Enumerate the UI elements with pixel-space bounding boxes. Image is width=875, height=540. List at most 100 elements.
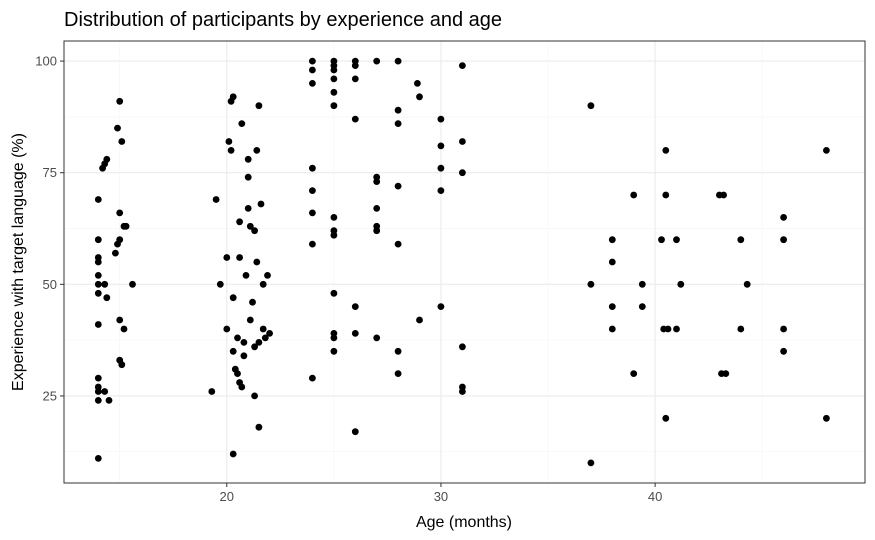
data-point <box>587 280 595 288</box>
data-point <box>351 62 359 69</box>
x-axis-title: Age (months) <box>416 514 512 531</box>
data-point <box>743 280 751 288</box>
data-point <box>658 236 665 244</box>
data-point <box>309 57 316 65</box>
data-point <box>116 236 124 244</box>
data-point <box>373 334 381 342</box>
data-point <box>373 227 381 235</box>
data-point <box>373 57 381 65</box>
data-point <box>253 147 261 154</box>
data-point <box>259 280 267 288</box>
data-point <box>105 397 113 404</box>
data-point <box>94 374 102 382</box>
data-point <box>662 147 670 154</box>
data-point <box>414 80 421 87</box>
data-point <box>257 200 265 208</box>
data-point <box>309 164 316 172</box>
data-point <box>244 205 252 212</box>
data-point <box>416 93 423 101</box>
data-point <box>101 280 109 288</box>
data-point <box>437 142 445 150</box>
data-point <box>261 334 269 342</box>
data-point <box>394 182 402 190</box>
data-point <box>240 352 248 360</box>
data-point <box>722 370 730 377</box>
data-point <box>229 294 237 302</box>
data-point <box>94 236 102 244</box>
data-point <box>309 66 316 74</box>
data-point <box>638 303 646 310</box>
data-point <box>129 280 136 288</box>
data-point <box>116 209 124 217</box>
data-point <box>780 347 787 355</box>
y-tick-label: 50 <box>43 277 57 292</box>
data-point <box>780 236 787 244</box>
data-point <box>330 75 338 83</box>
data-point <box>587 102 595 110</box>
data-point <box>587 459 595 467</box>
data-point <box>118 138 126 145</box>
data-point <box>242 272 250 279</box>
data-point <box>737 325 745 333</box>
data-point <box>309 209 316 217</box>
data-point <box>244 155 252 163</box>
data-point <box>246 222 254 230</box>
data-point <box>330 231 338 239</box>
data-point <box>351 303 359 310</box>
data-point <box>229 450 237 458</box>
data-point <box>236 254 244 261</box>
data-point <box>255 339 263 346</box>
data-point <box>94 272 102 279</box>
data-point <box>118 361 126 369</box>
chart-title: Distribution of participants by experien… <box>64 9 502 31</box>
data-point <box>253 258 261 266</box>
data-point <box>351 75 359 83</box>
data-point <box>394 57 402 65</box>
y-tick-label: 100 <box>35 54 57 69</box>
data-point <box>823 147 830 154</box>
grid <box>64 41 865 483</box>
data-point <box>330 214 338 221</box>
data-point <box>330 347 338 355</box>
axes: 20 30 40 25 50 75 100 <box>35 54 662 504</box>
data-point <box>309 80 316 87</box>
data-point <box>94 280 102 288</box>
data-point <box>330 334 338 342</box>
data-point <box>416 316 423 324</box>
data-point <box>662 414 670 422</box>
data-point <box>229 347 237 355</box>
data-point <box>94 254 102 261</box>
data-point <box>223 325 231 333</box>
data-point <box>351 115 359 123</box>
data-point <box>673 236 680 244</box>
data-point <box>223 254 231 261</box>
y-tick-label: 75 <box>43 165 57 180</box>
data-point <box>116 316 124 324</box>
data-point <box>309 240 316 248</box>
data-point <box>114 124 121 132</box>
data-point <box>394 240 402 248</box>
data-point <box>330 289 338 297</box>
data-point <box>309 374 316 382</box>
data-point <box>437 115 445 123</box>
data-points <box>94 57 830 467</box>
data-point <box>94 321 102 328</box>
data-point <box>225 138 233 145</box>
data-point <box>264 272 271 279</box>
data-point <box>608 303 616 310</box>
data-point <box>238 383 246 391</box>
data-point <box>227 147 235 154</box>
data-point <box>330 102 338 110</box>
data-point <box>122 222 130 230</box>
data-point <box>608 258 616 266</box>
data-point <box>255 102 263 110</box>
data-point <box>229 93 237 101</box>
data-point <box>638 280 646 288</box>
data-point <box>720 191 727 199</box>
data-point <box>266 330 273 337</box>
data-point <box>234 334 241 342</box>
data-point <box>673 325 680 333</box>
data-point <box>116 97 124 105</box>
data-point <box>394 106 402 114</box>
